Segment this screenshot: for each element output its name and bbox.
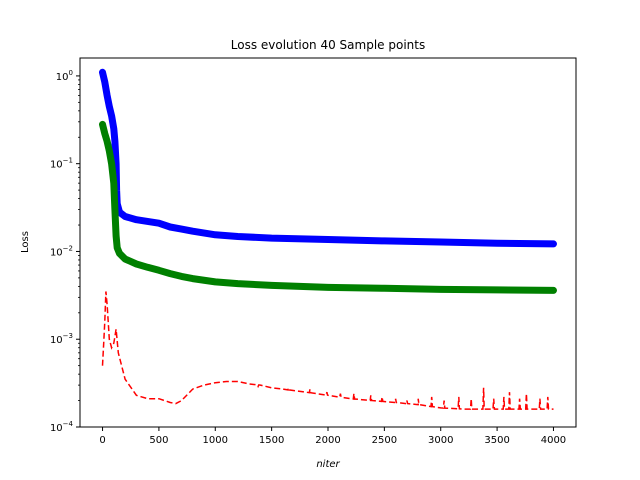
y-tick-label: 10−3 [50, 332, 73, 346]
x-tick-label: 2000 [315, 435, 340, 446]
series-line-0 [99, 68, 557, 248]
series-line-1 [99, 120, 557, 294]
y-tick-label: 10−4 [50, 420, 74, 434]
x-tick-label: 0 [99, 435, 105, 446]
series-layer [99, 68, 557, 410]
x-axis: 0 500 1000 1500 2000 2500 3000 3500 4000 [99, 427, 566, 446]
x-tick-label: 500 [149, 435, 168, 446]
x-tick-label: 1500 [259, 435, 284, 446]
x-tick-label: 1000 [203, 435, 228, 446]
chart-title: Loss evolution 40 Sample points [231, 38, 425, 52]
y-tick-label: 100 [56, 69, 73, 83]
y-tick-label: 10−2 [50, 244, 73, 258]
x-tick-label: 2500 [372, 435, 397, 446]
x-tick-label: 3000 [428, 435, 453, 446]
y-axis-label: Loss [20, 231, 31, 253]
x-axis-label: niter [316, 459, 340, 470]
y-tick-label: 10−1 [50, 157, 73, 171]
series-line-2 [101, 291, 554, 410]
x-tick-label: 4000 [541, 435, 566, 446]
x-tick-label: 3500 [484, 435, 509, 446]
y-axis: 10−4 10−3 10−2 10−1 100 [50, 69, 80, 434]
